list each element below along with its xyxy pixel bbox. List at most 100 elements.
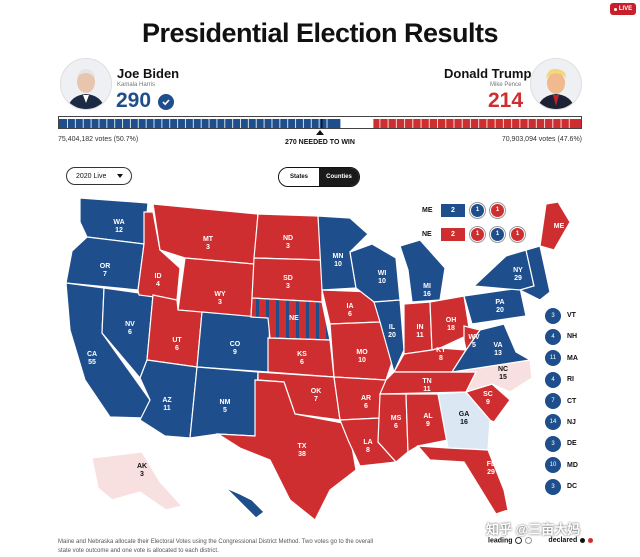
- state-label-mt: MT: [203, 236, 214, 243]
- state-nc[interactable]: [451, 359, 533, 393]
- state-ev-co: 9: [233, 349, 237, 356]
- state-label-tx: TX: [298, 443, 307, 450]
- map-labels: WA12OR7CA55NV6ID4MT3WY3UT6CO9AZ11NM5ND3S…: [87, 219, 565, 516]
- small-state-dc[interactable]: 3 DC: [545, 478, 578, 495]
- state-mo[interactable]: [329, 321, 395, 381]
- trump-avatar: [530, 58, 582, 110]
- toggle-states[interactable]: States: [279, 168, 319, 186]
- year-select[interactable]: 2020 Live: [66, 167, 132, 185]
- progress-divider: [82, 119, 84, 128]
- state-label-wv: WV: [468, 334, 480, 341]
- state-mt[interactable]: [152, 203, 259, 265]
- state-ev-mt: 3: [206, 244, 210, 251]
- state-hi[interactable]: [225, 487, 265, 519]
- ne-district-3: 1: [510, 226, 525, 242]
- small-state-ma[interactable]: 11 MA: [545, 350, 578, 367]
- state-label-ak: AK: [137, 463, 147, 470]
- small-state-nh[interactable]: 4 NH: [545, 328, 578, 345]
- state-label-al: AL: [423, 413, 433, 420]
- state-oh[interactable]: [429, 295, 471, 351]
- progress-divider: [469, 119, 471, 128]
- progress-divider: [279, 119, 281, 128]
- live-dot-icon: [613, 7, 617, 11]
- progress-divider: [519, 119, 521, 128]
- split-states-panel: ME 2 1 1 NE 2 1 1 1: [422, 201, 525, 249]
- progress-divider: [177, 119, 179, 128]
- legend-declared: declared: [548, 537, 594, 544]
- state-or[interactable]: [65, 236, 145, 291]
- state-label-nv: NV: [125, 321, 135, 328]
- small-states-list: 3 VT 4 NH 11 MA 4 RI 7 CT 14 NJ 3 DE 10 MD 3 DC: [545, 307, 578, 500]
- progress-divider: [145, 119, 147, 128]
- state-wy[interactable]: [177, 257, 255, 318]
- state-ev-al: 9: [426, 421, 430, 428]
- progress-divider: [263, 119, 265, 128]
- me-split-row: ME 2 1 1: [422, 201, 525, 219]
- small-state-ri[interactable]: 4 RI: [545, 371, 578, 388]
- state-ev-mi: 16: [423, 291, 431, 298]
- small-state-md[interactable]: 10 MD: [545, 457, 578, 474]
- progress-divider: [502, 119, 504, 128]
- small-state-abbr: DC: [567, 483, 578, 491]
- state-tx[interactable]: [215, 379, 357, 521]
- state-ev-nv: 6: [128, 329, 132, 336]
- state-ga[interactable]: [437, 391, 491, 451]
- state-me[interactable]: [539, 201, 571, 251]
- state-label-ok: OK: [311, 388, 322, 395]
- small-state-ct[interactable]: 7 CT: [545, 393, 578, 410]
- progress-divider: [544, 119, 546, 128]
- state-label-ny: NY: [513, 267, 523, 274]
- state-ev-id: 4: [156, 281, 160, 288]
- biden-electoral-votes: 290: [116, 89, 152, 112]
- view-toggle[interactable]: States Counties: [278, 167, 360, 187]
- state-ny[interactable]: [472, 249, 535, 291]
- state-ev-ny: 29: [514, 275, 522, 282]
- state-ev-ut: 6: [175, 345, 179, 352]
- state-label-la: LA: [363, 439, 372, 446]
- progress-bar-graphic: [59, 119, 581, 128]
- state-wv[interactable]: [463, 325, 481, 352]
- state-label-ar: AR: [361, 395, 371, 402]
- me-statewide-votes: 2: [441, 203, 465, 217]
- state-ev-sd: 3: [286, 283, 290, 290]
- small-state-de[interactable]: 3 DE: [545, 435, 578, 452]
- state-ev-nc: 15: [499, 374, 507, 381]
- progress-divider: [122, 119, 124, 128]
- state-ev-wi: 10: [378, 278, 386, 285]
- state-ev-oh: 18: [447, 325, 455, 332]
- state-ev-or: 7: [103, 271, 107, 278]
- toggle-counties[interactable]: Counties: [319, 168, 359, 186]
- state-ms[interactable]: [377, 393, 409, 463]
- state-label-nm: NM: [220, 399, 231, 406]
- progress-divider: [461, 119, 463, 128]
- state-ev-nd: 3: [286, 243, 290, 250]
- small-state-ev: 7: [545, 393, 561, 410]
- state-label-tn: TN: [422, 378, 431, 385]
- small-state-nj[interactable]: 14 NJ: [545, 414, 578, 431]
- progress-divider: [271, 119, 273, 128]
- me-district-1: 1: [470, 202, 485, 218]
- small-state-abbr: CT: [567, 397, 577, 405]
- state-ev-in: 11: [416, 332, 424, 339]
- state-ev-il: 20: [388, 332, 396, 339]
- map-legend: leading declared: [488, 537, 594, 544]
- progress-divider: [494, 119, 496, 128]
- state-label-hi: HI: [228, 501, 235, 508]
- live-label: LIVE: [618, 6, 633, 12]
- state-ev-fl: 29: [487, 469, 495, 476]
- progress-divider: [379, 119, 381, 128]
- state-al[interactable]: [405, 393, 449, 454]
- progress-divider: [511, 119, 513, 128]
- state-ak[interactable]: [91, 451, 184, 511]
- state-il[interactable]: [373, 299, 405, 374]
- small-state-ev: 3: [545, 307, 561, 324]
- state-fl[interactable]: [416, 445, 509, 515]
- progress-divider: [153, 119, 155, 128]
- small-state-vt[interactable]: 3 VT: [545, 307, 578, 324]
- win-threshold-marker-icon: [316, 130, 324, 135]
- state-pa[interactable]: [463, 287, 527, 325]
- progress-rep-segment: [373, 119, 581, 128]
- state-ev-tn: 11: [423, 386, 431, 393]
- progress-divider: [240, 119, 242, 128]
